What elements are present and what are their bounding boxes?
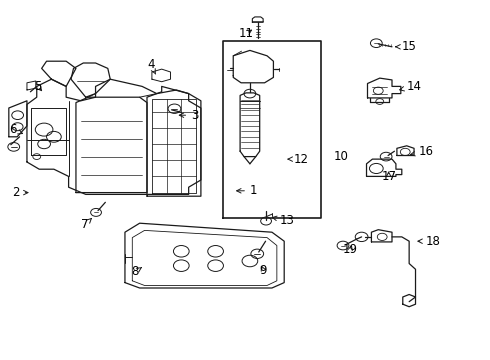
Text: 2: 2 bbox=[12, 186, 28, 199]
Text: 1: 1 bbox=[237, 184, 257, 197]
Text: 7: 7 bbox=[81, 219, 92, 231]
Text: 8: 8 bbox=[131, 265, 142, 278]
Text: 13: 13 bbox=[272, 214, 294, 227]
Text: 17: 17 bbox=[381, 170, 396, 183]
Text: 10: 10 bbox=[333, 150, 348, 163]
Text: 9: 9 bbox=[260, 264, 267, 277]
Text: 14: 14 bbox=[400, 80, 422, 93]
Text: 3: 3 bbox=[179, 109, 198, 122]
Text: 16: 16 bbox=[411, 145, 434, 158]
Text: 11: 11 bbox=[239, 27, 254, 40]
Text: 19: 19 bbox=[343, 243, 358, 256]
Text: 18: 18 bbox=[418, 235, 440, 248]
Text: 6: 6 bbox=[9, 123, 23, 136]
Text: 15: 15 bbox=[396, 40, 416, 53]
Text: 12: 12 bbox=[288, 153, 309, 166]
Text: 5: 5 bbox=[34, 80, 42, 93]
Text: 4: 4 bbox=[147, 58, 156, 74]
